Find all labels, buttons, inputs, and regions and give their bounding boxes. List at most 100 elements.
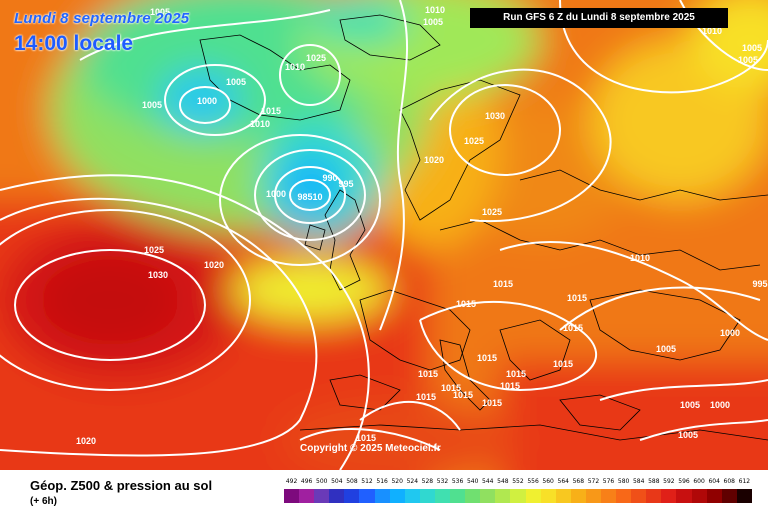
- legend-tick-label: 544: [482, 478, 494, 485]
- isobar-label: 1000: [709, 400, 731, 410]
- isobar-label: 1015: [415, 392, 437, 402]
- legend-tick-label: 524: [406, 478, 419, 485]
- isobar-label: 1005: [741, 43, 763, 53]
- isobar-label: 1015: [492, 279, 514, 289]
- legend-swatch: [646, 489, 662, 503]
- isobar-label: 1025: [481, 207, 503, 217]
- legend-tick-label: 568: [572, 478, 585, 485]
- weather-map: 1005 1010 1005 1010 1005 1005 1000 1010 …: [0, 0, 768, 470]
- isobar-label: 1005: [141, 100, 163, 110]
- legend-swatch: [540, 489, 556, 503]
- isobar-label: 1025: [143, 245, 165, 255]
- legend-tick-label: 564: [557, 478, 569, 485]
- forecast-time: 14:00 locale: [14, 32, 134, 55]
- isobar-label: 1015: [552, 359, 574, 369]
- isobar-label: 1025: [463, 136, 485, 146]
- legend-swatch: [344, 489, 360, 503]
- legend-swatch: [359, 489, 375, 503]
- isobar-label: 1005: [225, 77, 247, 87]
- legend-tick-label: 604: [708, 478, 720, 485]
- legend-tick-label: 584: [632, 478, 645, 485]
- legend-swatch: [329, 489, 345, 503]
- legend-swatch: [661, 489, 677, 503]
- isobar-label: 1015: [499, 381, 521, 391]
- legend-tick-label: 492: [285, 478, 298, 485]
- legend-tick-label: 536: [451, 478, 464, 485]
- isobar-label: 1010: [701, 26, 723, 36]
- isobar-label: 98510: [297, 192, 323, 202]
- isobar-label: 1005: [655, 344, 677, 354]
- legend-tick-label: 540: [466, 478, 479, 485]
- isobar-label: 1010: [249, 119, 271, 129]
- legend-color-scale: [284, 489, 752, 503]
- legend-title: Géop. Z500 & pression au sol: [30, 478, 213, 493]
- run-banner: Run GFS 6 Z du Lundi 8 septembre 2025: [470, 8, 728, 28]
- legend-swatch: [465, 489, 481, 503]
- isobar-label: 1015: [452, 390, 474, 400]
- legend-swatch: [570, 489, 586, 503]
- isobar-label: 1015: [562, 323, 584, 333]
- isobar-label: 1000: [196, 96, 218, 106]
- isobar-label: 995: [338, 179, 354, 189]
- legend-swatch: [691, 489, 707, 503]
- legend-tick-label: 512: [361, 478, 373, 485]
- legend-swatch: [374, 489, 390, 503]
- legend-swatch: [434, 489, 451, 503]
- legend-swatch: [284, 489, 300, 503]
- legend-swatch: [736, 489, 752, 503]
- copyright-notice: Copyright © 2025 Meteociel.fr: [300, 443, 441, 454]
- legend-tick-label: 496: [300, 478, 313, 485]
- isobar-label: 1005: [679, 400, 701, 410]
- legend-swatch: [706, 489, 722, 503]
- isobar-label: 1015: [260, 106, 282, 116]
- legend-tick-label: 552: [512, 478, 524, 485]
- isobar-label: 1030: [484, 111, 506, 121]
- legend-swatch: [616, 489, 632, 503]
- legend-tick-label: 608: [723, 478, 735, 485]
- legend-swatch: [495, 489, 511, 503]
- isobar-label: 1020: [203, 260, 225, 270]
- legend-swatch: [450, 489, 466, 503]
- legend-tick-label: 560: [542, 478, 554, 485]
- legend-swatch: [299, 489, 315, 503]
- legend-tick-label: 572: [587, 478, 600, 485]
- legend-swatch: [419, 489, 435, 503]
- geopotential-field: [0, 0, 768, 470]
- isobar-label: 990: [322, 173, 338, 183]
- legend-tick-label: 508: [346, 478, 358, 485]
- isobar-label: 1015: [455, 299, 477, 309]
- legend-tick-label: 612: [738, 478, 751, 485]
- legend-tick-label: 600: [693, 478, 705, 485]
- forecast-date: Lundi 8 septembre 2025: [14, 10, 190, 27]
- isobar-label: 1015: [476, 353, 498, 363]
- isobar-label: 1005: [737, 55, 759, 65]
- isobar-label: 1000: [719, 328, 741, 338]
- isobar-label: 1010: [629, 253, 651, 263]
- legend-swatch: [631, 489, 647, 503]
- legend-swatch: [480, 489, 496, 503]
- legend-swatch: [525, 489, 541, 503]
- legend-swatch: [555, 489, 571, 503]
- legend-ticks: 492 496 500 504 508 512 516 520 524 528 532 536 540 5…: [284, 478, 752, 488]
- legend-tick-label: 516: [376, 478, 388, 485]
- isobar-label: 1005: [149, 7, 171, 17]
- isobar-label: 1005: [422, 17, 444, 27]
- isobar-label: 1005: [677, 430, 699, 440]
- isobar-label: 995: [752, 279, 768, 289]
- legend-tick-label: 588: [648, 478, 660, 485]
- isobar-label: 1015: [417, 369, 439, 379]
- isobar-label: 1000: [265, 189, 287, 199]
- isobar-label: 1015: [440, 383, 462, 393]
- isobar-lines: [0, 0, 768, 470]
- legend-swatch: [314, 489, 330, 503]
- legend-swatch: [389, 489, 405, 503]
- legend-tick-label: 528: [421, 478, 434, 485]
- isobar-label: 1015: [505, 369, 527, 379]
- legend-tick-label: 532: [436, 478, 449, 485]
- isobar-label: 1010: [284, 62, 306, 72]
- legend-tick-label: 500: [316, 478, 328, 485]
- legend-tick-label: 580: [617, 478, 630, 485]
- legend-swatch: [676, 489, 692, 503]
- isobar-label: 1020: [423, 155, 445, 165]
- isobar-label: 1025: [305, 53, 327, 63]
